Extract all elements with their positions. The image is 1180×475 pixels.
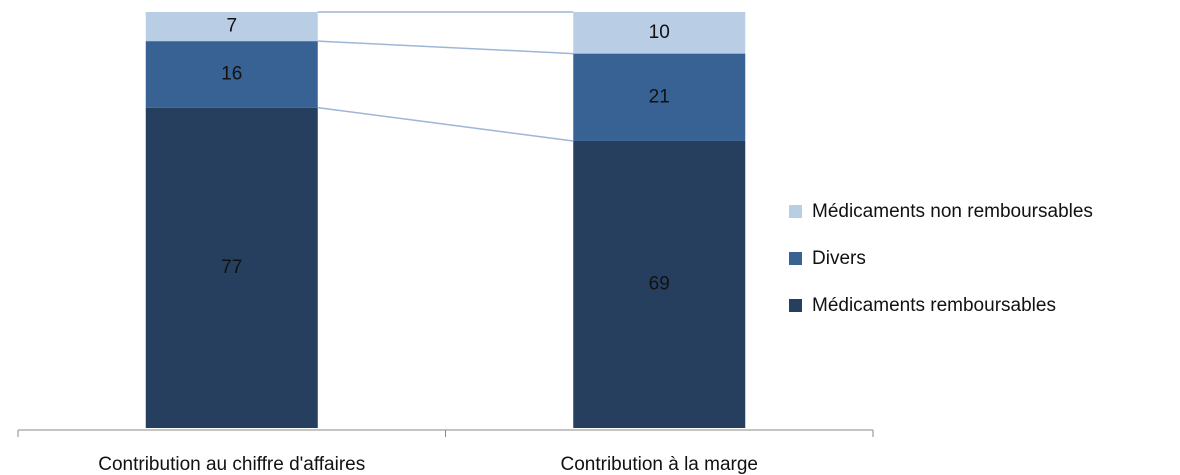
bar-segment (145, 107, 318, 429)
legend-label: Divers (812, 248, 866, 269)
x-tick-label: Contribution au chiffre d'affaires (98, 454, 365, 475)
data-label: 77 (221, 257, 242, 278)
data-label: 69 (649, 273, 670, 294)
data-label: 10 (649, 22, 670, 43)
series-line (317, 40, 574, 55)
bar-segment (573, 140, 746, 428)
bar-segment (145, 12, 318, 42)
legend-swatch (789, 252, 802, 265)
bar-segment (145, 41, 318, 108)
series-line (317, 106, 574, 142)
data-label: 21 (649, 86, 670, 107)
x-tick-label: Contribution à la marge (561, 454, 759, 475)
bar-segment (573, 53, 746, 141)
bar-segment (573, 12, 746, 54)
data-label: 7 (226, 16, 237, 37)
legend-label: Médicaments non remboursables (812, 201, 1093, 222)
legend-swatch (789, 205, 802, 218)
legend-swatch (789, 299, 802, 312)
legend-label: Médicaments remboursables (812, 295, 1056, 316)
data-label: 16 (221, 63, 242, 84)
